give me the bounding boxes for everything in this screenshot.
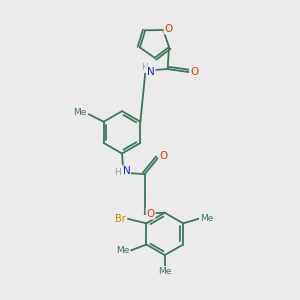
- Text: O: O: [164, 23, 172, 34]
- Text: Me: Me: [116, 246, 130, 255]
- Text: H: H: [114, 168, 120, 177]
- Text: Me: Me: [158, 267, 171, 276]
- Text: O: O: [159, 152, 167, 161]
- Text: Br: Br: [115, 214, 126, 224]
- Text: N: N: [123, 166, 130, 176]
- Text: H: H: [141, 63, 147, 72]
- Text: Me: Me: [200, 214, 213, 224]
- Text: Me: Me: [73, 108, 86, 117]
- Text: N: N: [147, 67, 155, 77]
- Text: O: O: [146, 208, 155, 219]
- Text: O: O: [190, 67, 198, 77]
